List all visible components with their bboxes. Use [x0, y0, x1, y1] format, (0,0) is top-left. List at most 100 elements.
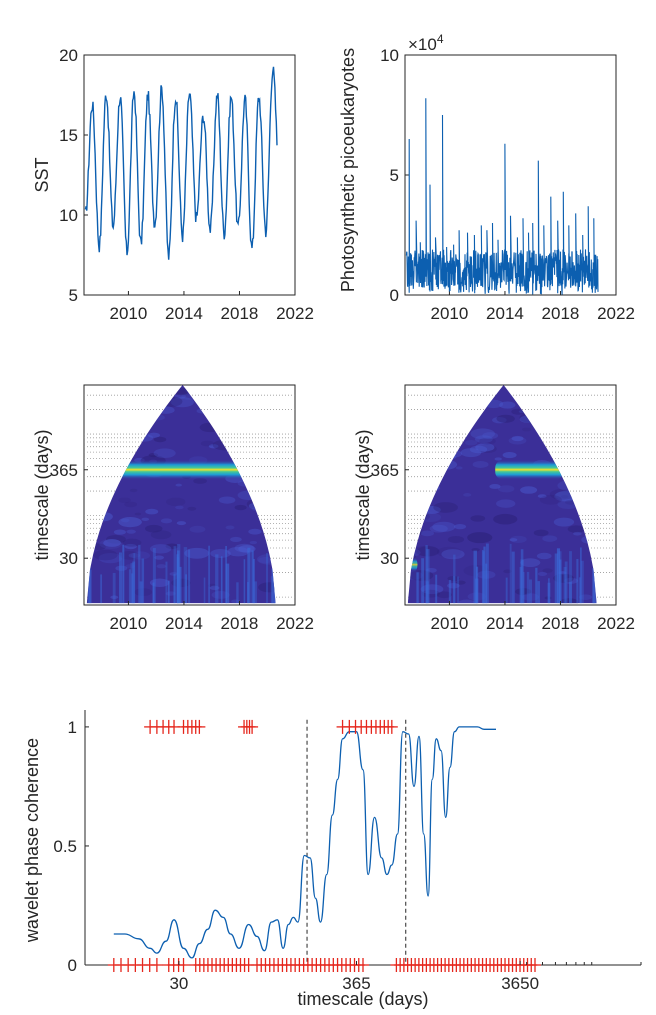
pico-scalogram-streak	[563, 566, 567, 604]
pico-scalogram-x-tick-label: 2010	[431, 614, 469, 633]
sst-scalogram-texture	[165, 543, 179, 550]
pico-scalogram-texture	[499, 401, 516, 409]
sst-scalogram-texture	[255, 419, 266, 424]
sst-scalogram-streak	[173, 574, 176, 604]
pico-scalogram-texture	[496, 414, 515, 423]
pico-scalogram-texture	[441, 549, 465, 560]
sst-scalogram-streak	[88, 569, 92, 604]
sst-scalogram-texture	[184, 547, 210, 559]
sst-scalogram-texture	[214, 385, 226, 391]
pico-scalogram-texture	[458, 599, 475, 604]
sst-scalogram-texture	[248, 502, 266, 510]
pico-scalogram-texture	[520, 558, 541, 568]
sst-scalogram-streak	[128, 569, 131, 604]
sst-scalogram-streak	[215, 554, 219, 604]
pico-exponent: ×104	[408, 32, 444, 54]
pico-scalogram-texture	[472, 460, 489, 468]
pico-scalogram-streak	[511, 551, 515, 604]
pico-x-axis: 2010 2014 2018 2022	[431, 291, 635, 323]
coherence-panel: 30 365 3650 00.51 timescale (days) wavelet…	[22, 710, 642, 1009]
pico-scalogram-streak	[564, 561, 568, 604]
pico-scalogram-texture	[502, 451, 517, 459]
sst-scalogram-texture	[208, 583, 217, 588]
pico-scalogram-field	[407, 385, 597, 604]
pico-scalogram-texture	[465, 440, 478, 446]
pico-scalogram-texture	[522, 427, 532, 432]
sst-scalogram-texture	[98, 552, 123, 564]
sst-x-axis: 2010 2014 2018 2022	[110, 291, 314, 323]
pico-scalogram-texture	[432, 521, 456, 532]
sst-scalogram-texture	[269, 526, 276, 531]
sst-scalogram-streak	[176, 550, 180, 604]
sst-scalogram-texture	[147, 432, 160, 438]
pico-scalogram-streak	[580, 560, 584, 604]
pico-scalogram-texture	[420, 584, 444, 595]
pico-scalogram-streak	[558, 559, 562, 604]
pico-scalogram-texture	[493, 513, 518, 525]
pico-scalogram-texture	[534, 421, 544, 426]
pico-scalogram-texture	[407, 485, 422, 494]
sst-scalogram-texture	[100, 406, 124, 417]
sst-scalogram-texture	[122, 538, 142, 547]
sst-scalogram-streak	[138, 544, 141, 604]
pico-scalogram-streak	[473, 550, 477, 604]
sst-scalogram-texture	[118, 497, 131, 503]
pico-scalogram-streak	[535, 567, 538, 604]
pico-scalogram-streak	[485, 563, 488, 604]
pico-scalogram-texture	[494, 457, 502, 461]
sst-scalogram-streak	[141, 558, 145, 604]
sst-scalogram-streak	[247, 582, 249, 604]
coherence-y-tick-label: 0	[68, 956, 77, 975]
sst-scalogram-texture	[225, 525, 235, 530]
pico-scalogram-texture	[419, 512, 442, 522]
pico-scalogram-axes-box	[404, 384, 617, 606]
pico-scalogram-texture	[429, 524, 448, 533]
coherence-x-tick-label: 30	[169, 974, 188, 993]
pico-scalogram-texture	[557, 480, 583, 492]
sst-scalogram-texture	[101, 471, 112, 476]
sst-scalogram-texture	[238, 545, 256, 553]
pico-scalogram-streak	[537, 581, 540, 604]
pico-scalogram-texture	[455, 466, 463, 470]
sst-scalogram-texture	[258, 582, 276, 593]
pico-scalogram-texture	[433, 502, 458, 513]
sst-scalogram-texture	[156, 564, 167, 569]
pico-scalogram-streak	[483, 546, 486, 604]
pico-scalogram-streak	[426, 549, 430, 604]
pico-scalogram-streak	[529, 579, 532, 604]
sst-scalogram-texture	[189, 525, 206, 533]
pico-scalogram-texture	[454, 524, 467, 530]
pico-scalogram-streak	[481, 550, 484, 604]
sst-scalogram-texture	[145, 508, 159, 515]
sst-scalogram-texture	[230, 536, 242, 543]
sst-scalogram-texture	[120, 518, 130, 523]
pico-scalogram-texture	[463, 493, 472, 497]
pico-scalogram-streak	[457, 576, 460, 604]
sst-line	[84, 66, 278, 260]
pico-ylabel: Photosynthetic picoeukaryotes	[338, 48, 358, 292]
pico-scalogram-texture	[407, 448, 421, 460]
pico-scalogram-texture	[459, 400, 471, 406]
pico-scalogram-texture	[497, 485, 515, 493]
sst-scalogram-x-axis: 2010 2014 2018 2022	[110, 601, 314, 633]
pico-y-axis: 0 5 10	[380, 46, 409, 305]
pico-scalogram-texture	[427, 428, 453, 440]
sst-scalogram-ylabel: timescale (days)	[32, 429, 52, 560]
pico-scalogram-texture	[561, 495, 569, 499]
sst-scalogram-field	[86, 385, 276, 604]
pico-scalogram-y-tick-label: 365	[371, 461, 399, 480]
pico-scalogram-texture	[581, 517, 592, 522]
sst-scalogram-texture	[200, 440, 215, 447]
pico-x-tick-label: 2014	[486, 304, 524, 323]
sst-scalogram-streak	[139, 581, 143, 604]
sst-scalogram-texture	[175, 505, 184, 510]
sst-scalogram-texture	[248, 485, 260, 491]
pico-scalogram-streak	[547, 582, 551, 604]
coherence-dashed-lines	[306, 719, 407, 965]
sst-scalogram-texture	[221, 411, 233, 417]
sst-scalogram-streak	[251, 550, 254, 604]
pico-scalogram-texture	[549, 488, 575, 500]
pico-scalogram-streak	[448, 579, 452, 604]
pico-scalogram-streak	[569, 551, 572, 604]
pico-scalogram-texture	[477, 444, 497, 454]
